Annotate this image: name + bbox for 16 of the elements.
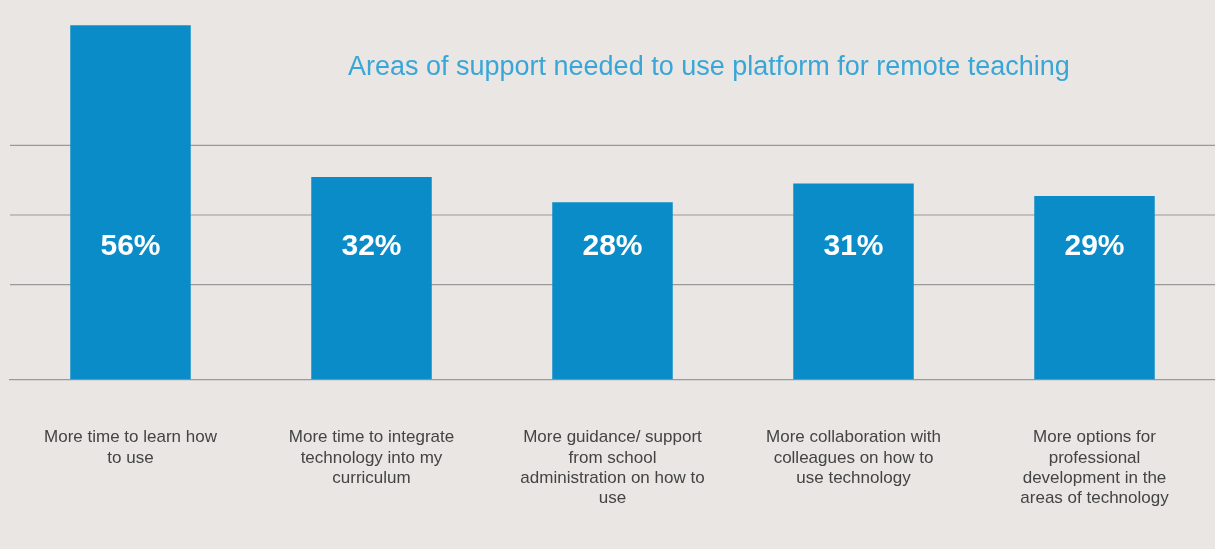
bar xyxy=(311,177,432,380)
data-label: 31% xyxy=(823,227,884,261)
data-label: 29% xyxy=(1064,227,1125,261)
x-tick-label: More time to integrate technology into my curriculum xyxy=(288,427,455,488)
x-tick-label: More time to learn how to use xyxy=(44,427,218,467)
data-label: 28% xyxy=(582,227,643,261)
bar xyxy=(70,25,191,380)
x-tick-label: More collaboration with colleagues on how to use technology xyxy=(766,427,941,488)
bar xyxy=(793,183,914,380)
bar xyxy=(1034,196,1155,380)
bar xyxy=(552,202,673,380)
data-label: 56% xyxy=(100,227,161,261)
text: Areas of support needed to use platform for remote teaching xyxy=(347,51,1070,82)
x-tick-label: More guidance/ support from school administration on how to use xyxy=(520,427,705,508)
x-tick-label: More options for professional development in the areas of technology xyxy=(1020,427,1170,508)
data-label: 32% xyxy=(341,227,402,261)
